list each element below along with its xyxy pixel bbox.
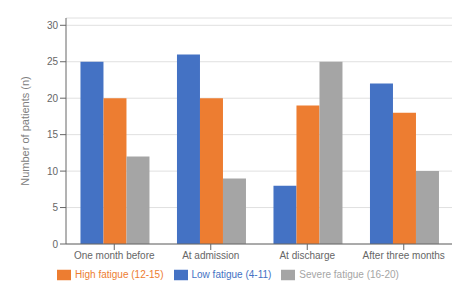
html-text:High fatigue (12-15): High fatigue (12-15): [75, 268, 164, 280]
svg-text:0: 0: [52, 239, 58, 250]
svg-text:One month before: One month before: [74, 250, 155, 261]
svg-text:25: 25: [47, 56, 59, 67]
svg-text:5: 5: [52, 202, 58, 213]
svg-text:15: 15: [47, 129, 59, 140]
html-text:Severe fatigue (16-20): Severe fatigue (16-20): [299, 268, 399, 280]
svg-text:30: 30: [47, 20, 59, 31]
svg-text:Number of patients (n): Number of patients (n): [19, 76, 31, 185]
html-text:Low fatigue (4-11): Low fatigue (4-11): [191, 268, 272, 280]
svg-text:At admission: At admission: [182, 250, 239, 261]
svg-text:10: 10: [47, 166, 59, 177]
svg-text:20: 20: [47, 93, 59, 104]
svg-text:After three months: After three months: [363, 250, 445, 261]
svg-text:At discharge: At discharge: [279, 250, 335, 261]
